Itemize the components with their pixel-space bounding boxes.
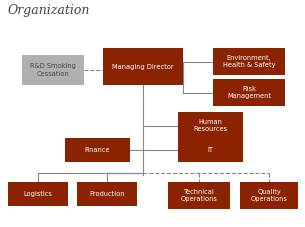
Text: Organization: Organization (8, 4, 90, 17)
Text: Technical
Operations: Technical Operations (181, 189, 217, 202)
Text: R&D Smoking
Cessation: R&D Smoking Cessation (30, 63, 76, 77)
Bar (65, 138, 130, 162)
Bar (103, 48, 183, 85)
Bar (240, 182, 298, 209)
Bar (168, 182, 230, 209)
Text: IT: IT (207, 147, 213, 153)
Bar (178, 112, 243, 139)
Text: Risk
Management: Risk Management (227, 86, 271, 99)
Text: Logistics: Logistics (23, 191, 52, 197)
Bar (22, 55, 84, 85)
Text: Finance: Finance (85, 147, 110, 153)
Bar (178, 138, 243, 162)
Bar (213, 79, 285, 106)
Text: Production: Production (89, 191, 125, 197)
Bar (213, 48, 285, 75)
Bar (77, 182, 137, 206)
Text: Environment,
Health & Safety: Environment, Health & Safety (223, 55, 275, 68)
Bar (8, 182, 68, 206)
Text: Human
Resources: Human Resources (193, 119, 228, 132)
Text: Quality
Operations: Quality Operations (251, 189, 287, 202)
Text: Managing Director: Managing Director (112, 64, 174, 69)
